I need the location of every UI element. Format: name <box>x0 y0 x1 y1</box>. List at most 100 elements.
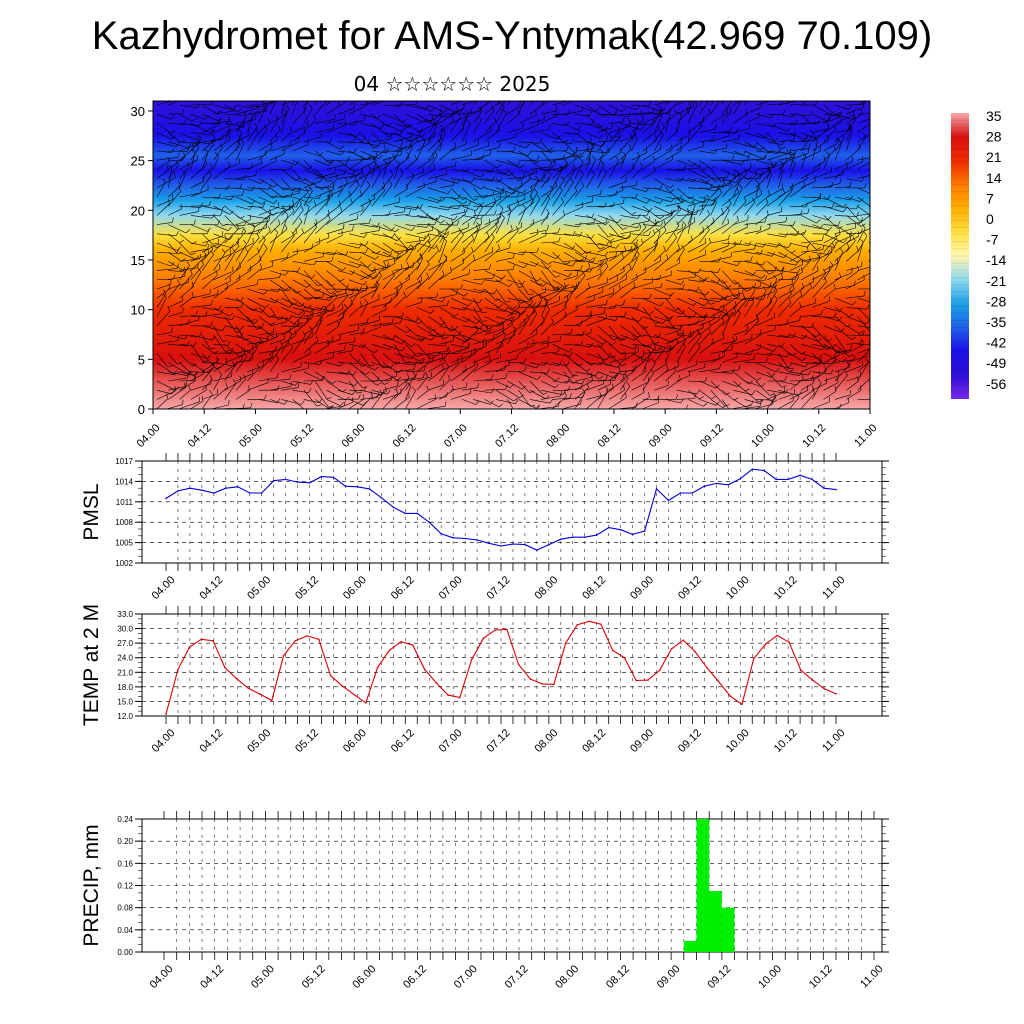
wind-barb <box>721 101 724 106</box>
wind-barb <box>823 116 840 124</box>
wind-barb <box>269 297 290 308</box>
wind-barb <box>834 297 853 306</box>
wind-barb <box>846 215 862 227</box>
wind-barb-flag <box>413 364 416 370</box>
wind-barb-flag <box>799 302 802 308</box>
wind-barb <box>846 355 868 363</box>
wind-barb-flag <box>704 238 706 244</box>
wind-barb-flag <box>698 163 701 169</box>
pmsl-point <box>428 521 431 523</box>
wind-barb <box>326 190 331 207</box>
wind-barb <box>473 236 490 253</box>
wind-barb-flag <box>527 412 530 416</box>
wind-barb-flag <box>848 127 853 132</box>
wind-barb <box>247 288 265 295</box>
wind-barb <box>868 159 870 161</box>
wind-barb <box>281 399 302 405</box>
wind-barb <box>801 362 819 364</box>
wind-barb <box>755 353 770 356</box>
pmsl-ytick-label: 1011 <box>116 498 134 507</box>
wind-barb-flag <box>883 331 884 336</box>
wind-barb-flag <box>861 223 866 227</box>
wind-barb <box>710 101 720 115</box>
wind-barb <box>360 156 376 161</box>
wind-barb-flag <box>310 315 314 320</box>
wind-barb <box>631 220 649 225</box>
wind-barb <box>473 110 483 124</box>
wind-barb <box>541 279 559 290</box>
wind-barb-flag <box>884 355 885 360</box>
wind-barb-flag <box>485 340 487 346</box>
wind-barb <box>654 316 669 322</box>
pmsl-point <box>799 474 801 477</box>
wind-barb-flag <box>837 377 839 383</box>
wind-barb <box>405 377 424 382</box>
wind-barb-flag <box>519 164 524 169</box>
wind-barb-flag <box>481 87 484 91</box>
wind-barb-flag <box>168 283 171 289</box>
wind-barb <box>563 158 576 170</box>
wind-barb <box>439 196 459 199</box>
wind-barb-flag <box>558 237 561 242</box>
wind-barb-flag <box>812 276 815 282</box>
temp-ytick-label: 33.0 <box>117 610 133 619</box>
wind-barb-flag <box>416 354 422 357</box>
wind-barb <box>473 288 494 295</box>
wind-barb <box>416 104 432 112</box>
wind-barb-flag <box>522 189 527 194</box>
wind-barb-flag <box>273 199 278 204</box>
wind-barb-flag <box>747 176 753 180</box>
wind-barb <box>699 399 717 406</box>
wind-barb <box>213 166 230 179</box>
wind-barb <box>834 349 851 354</box>
wind-barb-flag <box>327 179 333 183</box>
wind-barb-flag <box>871 413 875 416</box>
wind-barb <box>179 362 194 376</box>
wind-barb <box>269 339 285 345</box>
wind-barb <box>315 345 329 354</box>
wind-barb <box>224 224 245 226</box>
wind-barb-flag <box>456 220 460 226</box>
wind-barb <box>326 399 341 406</box>
wind-barb <box>416 257 424 271</box>
wind-barb <box>461 169 481 178</box>
wind-barb-flag <box>767 169 772 174</box>
wind-barb-flag <box>439 124 444 128</box>
wind-barb-flag <box>837 221 841 226</box>
wind-barb <box>258 248 268 262</box>
wind-barb <box>665 343 679 354</box>
wind-barb-flag <box>367 164 372 170</box>
wind-barb <box>868 352 870 354</box>
wind-barb <box>575 222 594 225</box>
wind-barb <box>642 351 664 354</box>
wind-barb <box>315 128 334 133</box>
wind-barb-flag <box>340 206 343 212</box>
wind-barb-flag <box>805 202 809 208</box>
wind-barb <box>236 187 253 191</box>
wind-barb <box>586 261 602 265</box>
wind-barb <box>665 113 677 124</box>
wind-barb-flag <box>187 370 192 374</box>
wind-barb-flag <box>193 341 197 347</box>
wind-barb <box>258 239 266 253</box>
wind-barb-flag <box>261 323 265 328</box>
wind-barb <box>710 212 724 225</box>
wind-barb <box>281 115 287 133</box>
wind-barb <box>631 316 644 329</box>
wind-barb-flag <box>390 297 392 303</box>
wind-barb-flag <box>703 277 707 283</box>
wind-barb <box>834 316 848 328</box>
wind-barb <box>382 104 400 107</box>
wind-barb-flag <box>412 386 416 392</box>
wind-barb <box>179 242 192 256</box>
wind-barb-flag <box>556 110 558 116</box>
wind-barb <box>201 334 211 350</box>
wind-barb <box>710 408 712 409</box>
wind-barb <box>179 343 194 347</box>
wind-barb-flag <box>202 368 204 374</box>
wind-barb-flag <box>668 317 673 322</box>
pmsl-ytick-label: 1008 <box>115 518 133 527</box>
wind-barb-flag <box>465 365 467 371</box>
wind-barb-flag <box>887 204 891 207</box>
wind-barb-flag <box>508 283 513 287</box>
